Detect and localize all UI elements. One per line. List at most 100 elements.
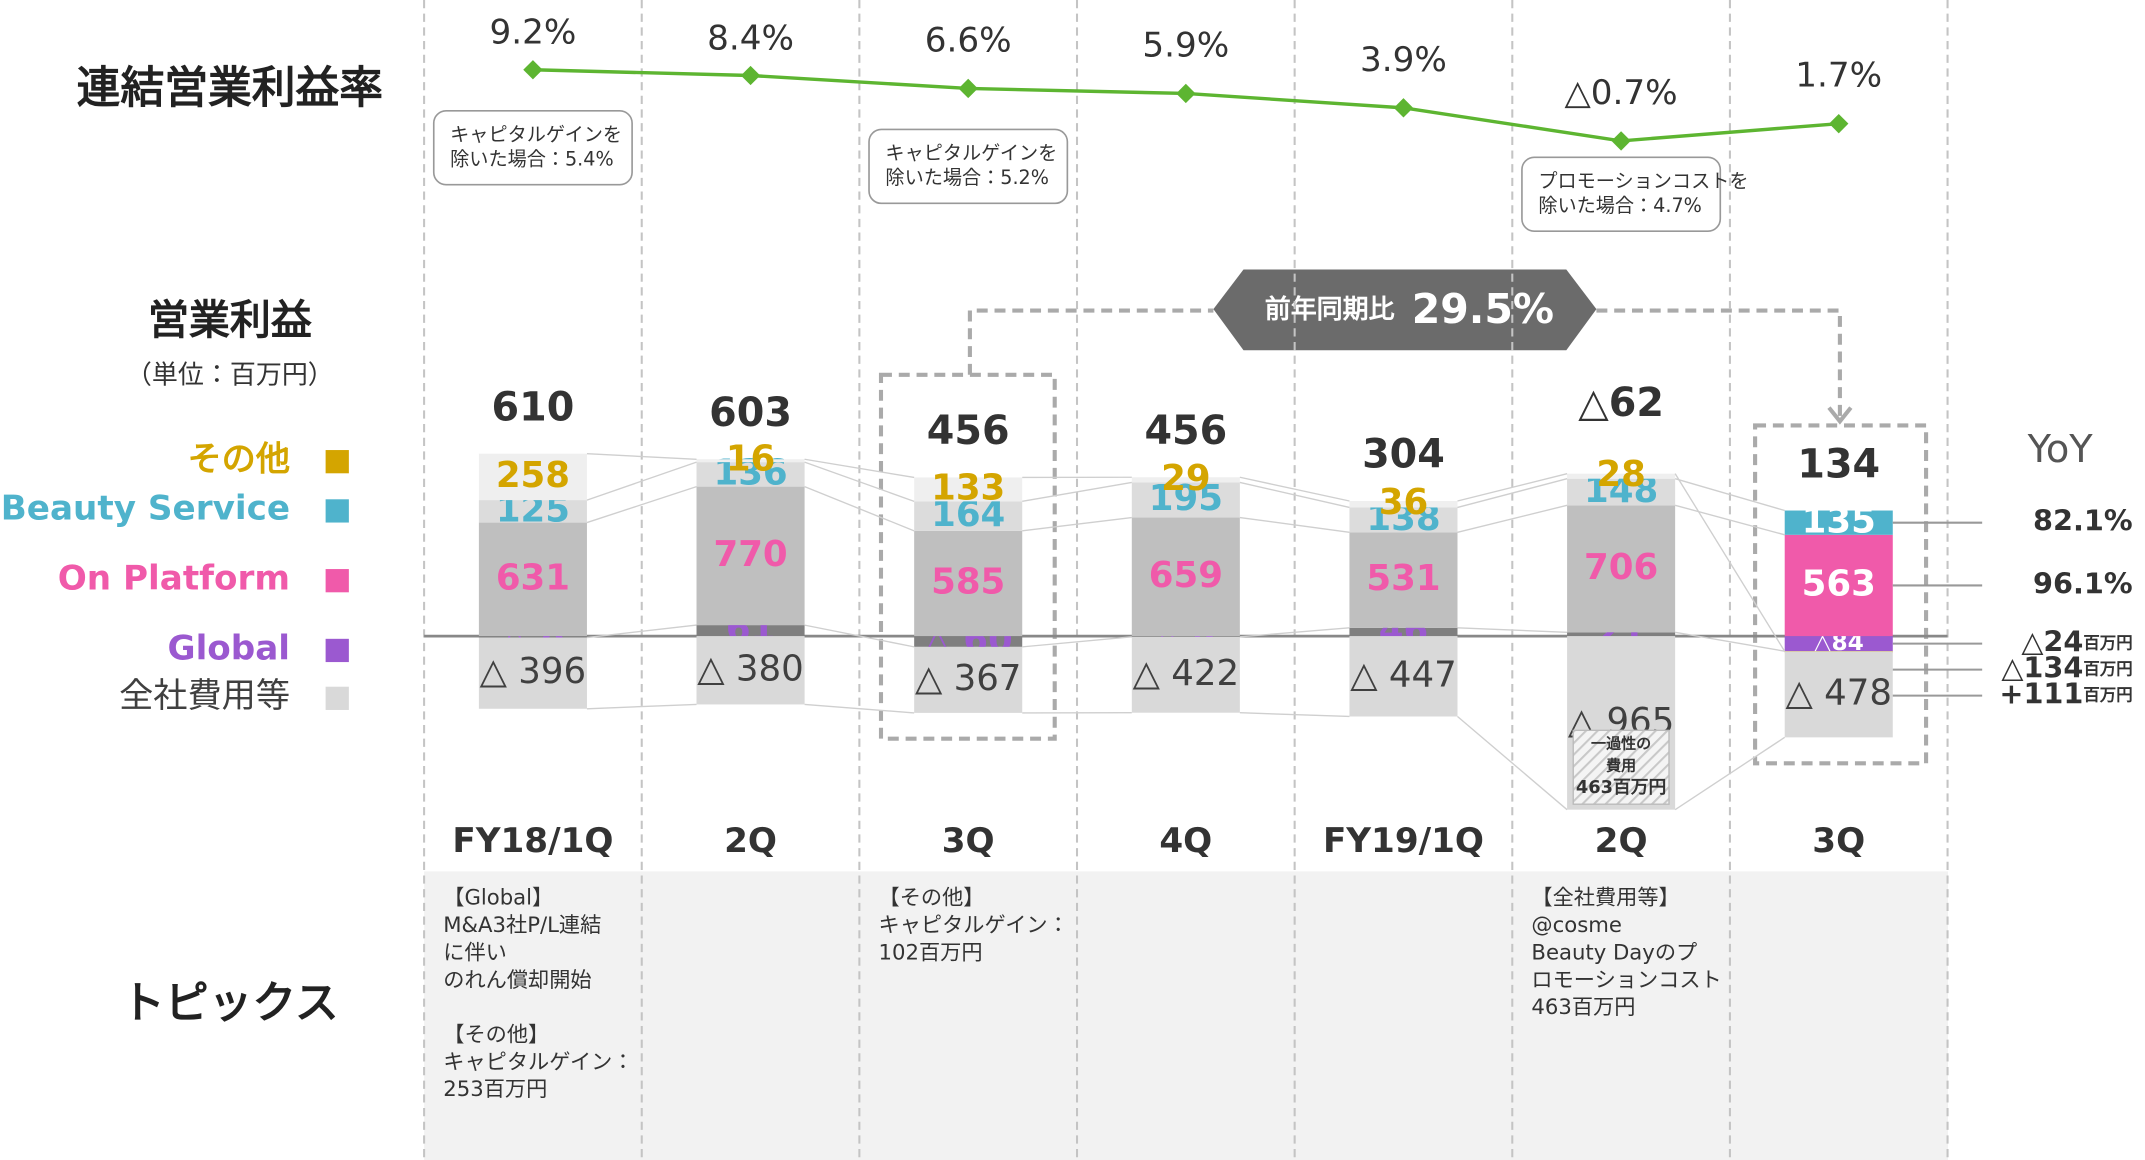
connector <box>1674 504 1785 536</box>
yoy-label: △134百万円 <box>2001 651 2132 685</box>
legend-label: Global <box>168 628 291 668</box>
topic-text: M&A3社P/L連結 <box>443 912 601 937</box>
connector <box>1022 481 1132 503</box>
legend-swatch <box>325 569 349 593</box>
margin-label: 6.6% <box>925 20 1012 60</box>
connector <box>1239 712 1350 718</box>
one-time-text: 費用 <box>1606 756 1636 774</box>
topic-text: 【その他】 <box>443 1022 549 1047</box>
total-label: 603 <box>709 390 792 436</box>
bar-segment <box>914 477 1023 502</box>
topic-text: 463百万円 <box>1531 994 1635 1019</box>
margin-marker <box>1611 131 1631 151</box>
margin-marker <box>1829 113 1849 134</box>
compare-callout <box>1213 269 1597 351</box>
segment-label: 531 <box>1366 558 1440 599</box>
bar-segment <box>696 636 805 705</box>
arrow-head <box>1827 406 1853 425</box>
segment-label: 195 <box>1149 478 1223 519</box>
margin-marker <box>1393 98 1414 118</box>
bar-segment <box>478 637 587 709</box>
total-label: 456 <box>1144 408 1227 454</box>
annotation-box <box>432 109 633 186</box>
segment-label: 585 <box>931 561 1005 602</box>
connector <box>1674 736 1786 811</box>
category-label: 3Q <box>942 821 995 861</box>
segment-label: 563 <box>1802 563 1876 604</box>
connector <box>1457 504 1568 533</box>
bar-segment <box>1567 478 1676 506</box>
bar-segment <box>914 501 1023 531</box>
connector <box>586 624 697 639</box>
topic-text: @cosme <box>1531 912 1622 937</box>
bar-segment <box>1567 473 1676 479</box>
connector <box>1457 627 1568 633</box>
segment-label: △ 447 <box>1350 654 1457 695</box>
yoy-label: 96.1% <box>2033 566 2133 600</box>
segment-label: 28 <box>1596 454 1645 495</box>
bar-segment <box>1784 510 1893 535</box>
segment-label: 136 <box>713 452 787 493</box>
legend-label: 全社費用等 <box>119 676 290 716</box>
line-title: 連結営業利益率 <box>77 62 383 113</box>
category-label: FY18/1Q <box>452 821 613 861</box>
annotation-text: 除いた場合：5.2% <box>885 166 1048 189</box>
annotation-box <box>868 128 1069 205</box>
connector <box>1022 516 1132 532</box>
topic-text: 【全社費用等】 <box>1531 885 1679 910</box>
total-label: 134 <box>1797 441 1880 487</box>
segment-label: 16 <box>726 439 775 480</box>
topics-background <box>424 871 1948 1160</box>
category-label: FY19/1Q <box>1323 821 1484 861</box>
bar-segment <box>478 453 587 501</box>
bar-segment <box>1784 651 1893 738</box>
segment-label: 631 <box>496 557 570 598</box>
bar-segment <box>914 646 1023 713</box>
bar-segment <box>1349 507 1458 533</box>
bar-segment <box>1131 636 1240 713</box>
bar-segment <box>1131 517 1240 637</box>
legend-swatch <box>325 450 349 474</box>
annotation-text: キャピタルゲインを <box>885 142 1057 165</box>
bar-segment <box>1131 482 1240 518</box>
margin-label: 3.9% <box>1360 40 1447 80</box>
connector <box>1457 715 1568 811</box>
segment-label: △ 422 <box>1133 653 1240 694</box>
columns <box>423 0 1949 1160</box>
connector <box>804 461 915 502</box>
segment-label: 135 <box>1802 501 1876 542</box>
connector <box>1239 476 1350 502</box>
segment-label: △ 478 <box>1785 672 1892 713</box>
connector <box>804 485 915 532</box>
connector <box>1674 478 1785 512</box>
bar-segment <box>914 530 1023 637</box>
connector <box>1457 478 1568 509</box>
one-time-cost <box>1572 729 1670 805</box>
category-label: 2Q <box>1595 821 1648 861</box>
bar-segment <box>1349 636 1458 717</box>
compare-label: 前年同期比 <box>1265 294 1395 325</box>
legend-label: Beauty Service <box>1 489 290 529</box>
total-label: 610 <box>492 384 575 430</box>
yoy-label: 82.1% <box>2033 504 2133 538</box>
yoy-label: +111百万円 <box>1999 677 2132 711</box>
margin-marker <box>958 78 978 99</box>
topic-text: ロモーションコスト <box>1531 967 1721 992</box>
margin-label: △0.7% <box>1565 73 1678 113</box>
bar-segment <box>1567 632 1676 637</box>
bar-segment <box>1784 534 1893 637</box>
margin-label: 1.7% <box>1795 56 1882 96</box>
segment-label: 36 <box>1379 482 1428 523</box>
bar-segment <box>696 462 805 487</box>
bar-subtitle: （単位：百万円） <box>126 361 334 391</box>
connector <box>1674 473 1786 652</box>
total-label: 304 <box>1362 432 1445 478</box>
category-label: 2Q <box>724 821 777 861</box>
bar-segment <box>1567 505 1676 633</box>
bar-segment <box>478 636 587 638</box>
compare-arrow <box>967 308 1842 416</box>
annotation-text: 除いた場合：4.7% <box>1538 194 1701 217</box>
compare-box <box>1753 423 1929 766</box>
connector <box>804 624 915 648</box>
